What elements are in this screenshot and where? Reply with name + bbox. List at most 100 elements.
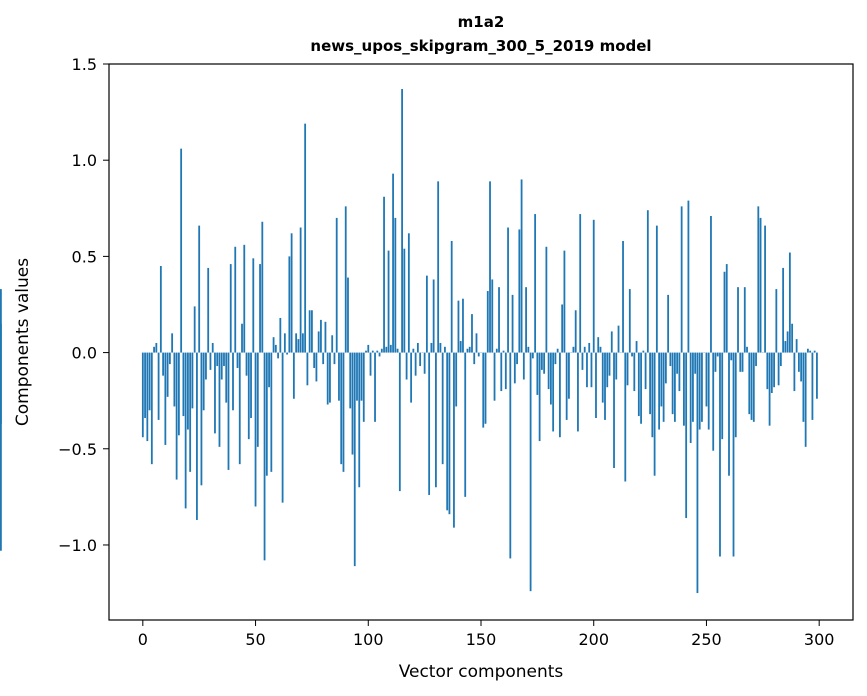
bar-298 xyxy=(813,350,816,353)
bar-77 xyxy=(315,352,318,382)
bar-38 xyxy=(227,352,230,470)
bar-63 xyxy=(283,333,286,353)
bar-253 xyxy=(712,352,715,451)
bar-206 xyxy=(606,352,609,388)
bar-41 xyxy=(234,246,237,353)
bar-196 xyxy=(583,346,586,353)
bar-222 xyxy=(642,350,645,353)
bar-81 xyxy=(324,321,327,353)
bar-88 xyxy=(340,352,343,465)
bar-283 xyxy=(779,352,782,367)
bar-274 xyxy=(759,217,762,353)
bar-6 xyxy=(155,342,158,353)
bar-122 xyxy=(416,342,419,353)
bar-235 xyxy=(671,352,674,415)
bar-179 xyxy=(545,246,548,353)
bar-153 xyxy=(486,291,489,353)
bar-260 xyxy=(728,352,730,476)
bar-234 xyxy=(669,352,672,367)
bar-255 xyxy=(716,352,719,357)
bar-273 xyxy=(757,206,760,353)
bar-120 xyxy=(412,348,415,353)
bar-250 xyxy=(705,352,708,407)
bar-209 xyxy=(613,352,615,469)
bar-114 xyxy=(398,352,401,492)
bar-10 xyxy=(164,352,167,445)
bar-139 xyxy=(455,352,458,407)
bar-17 xyxy=(180,148,183,353)
bar-211 xyxy=(617,325,620,353)
bar-221 xyxy=(640,352,642,424)
bar-287 xyxy=(788,252,791,353)
bar-201 xyxy=(595,352,597,418)
bar-295 xyxy=(807,348,809,353)
bar-134 xyxy=(444,346,446,353)
bar-210 xyxy=(615,352,618,380)
bar-37 xyxy=(225,352,228,403)
bar-129 xyxy=(432,279,435,353)
bar-73 xyxy=(306,352,309,386)
bar-3 xyxy=(148,352,151,411)
bar-256 xyxy=(719,352,721,557)
bar-157 xyxy=(495,348,498,353)
bar-164 xyxy=(511,294,514,353)
bar-191 xyxy=(572,346,575,353)
bar-257 xyxy=(721,352,724,440)
bar-44 xyxy=(241,323,243,353)
bar-111 xyxy=(392,173,394,353)
bar-22 xyxy=(191,352,194,409)
bar-36 xyxy=(223,352,225,367)
bar-265 xyxy=(739,352,742,372)
bar-208 xyxy=(610,331,613,353)
bar-294 xyxy=(804,352,807,447)
bar-46 xyxy=(245,352,248,376)
bar-28 xyxy=(205,352,207,380)
bar-55 xyxy=(265,352,268,476)
bar-175 xyxy=(536,352,539,395)
bar-16 xyxy=(177,352,180,436)
bar-26 xyxy=(200,352,203,486)
bar-224 xyxy=(646,210,649,353)
bar-172 xyxy=(529,352,532,592)
bar-280 xyxy=(773,352,775,388)
bar-147 xyxy=(473,352,476,365)
bar-277 xyxy=(766,352,769,390)
bar-140 xyxy=(457,300,460,353)
bar-263 xyxy=(734,352,737,438)
bar-217 xyxy=(631,352,633,357)
bar-42 xyxy=(236,352,239,368)
bar-undefined xyxy=(0,289,2,353)
bar-259 xyxy=(725,264,728,353)
bar-67 xyxy=(292,352,295,399)
bar-79 xyxy=(320,319,322,353)
bar-174 xyxy=(534,214,537,353)
bar-70 xyxy=(299,227,302,353)
chart-title: m1a2 xyxy=(458,13,505,31)
bar-68 xyxy=(295,333,298,353)
y-tick-label: −1.0 xyxy=(58,536,97,555)
bar-207 xyxy=(608,352,611,376)
bar-7 xyxy=(157,352,160,420)
bar-116 xyxy=(403,248,406,353)
bar-282 xyxy=(777,352,780,386)
bar-238 xyxy=(678,352,681,392)
bar-254 xyxy=(714,352,717,372)
bar-74 xyxy=(308,310,311,353)
bar-72 xyxy=(304,123,307,353)
bar-291 xyxy=(797,352,800,372)
bar-267 xyxy=(743,287,746,353)
bar-268 xyxy=(746,346,748,353)
bar-11 xyxy=(166,352,169,397)
bar-261 xyxy=(730,352,733,361)
y-tick-label: 1.0 xyxy=(72,151,97,170)
bar-60 xyxy=(277,352,279,359)
bar-52 xyxy=(259,264,261,353)
x-tick-label: 150 xyxy=(466,630,497,649)
bar-87 xyxy=(338,352,340,401)
bar-100 xyxy=(367,344,370,353)
bar-126 xyxy=(425,275,428,353)
bar-59 xyxy=(274,344,277,353)
bar-195 xyxy=(581,352,584,370)
bar-233 xyxy=(667,294,670,353)
bar-245 xyxy=(694,352,697,374)
